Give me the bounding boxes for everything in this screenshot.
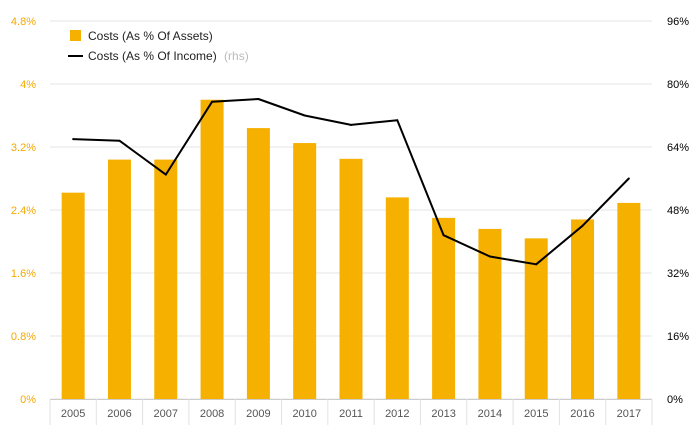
line-point (72, 138, 75, 141)
x-tick-label: 2015 (524, 408, 548, 420)
bar (478, 228, 502, 399)
y-right-tick-label: 16% (667, 331, 689, 343)
x-tick-label: 2013 (431, 408, 455, 420)
bar (154, 159, 178, 399)
line-point (164, 173, 167, 176)
x-tick-label: 2008 (200, 408, 224, 420)
bar (385, 197, 409, 399)
y-right-tick-label: 32% (667, 268, 689, 280)
x-tick-label: 2016 (570, 408, 594, 420)
line-point (257, 97, 260, 100)
x-tick-label: 2007 (154, 408, 178, 420)
line-point (303, 114, 306, 117)
legend-bar-label: Costs (As % Of Assets) (88, 29, 213, 43)
line-point (627, 177, 630, 180)
line-series (72, 97, 630, 266)
legend-line-label: Costs (As % Of Income) (88, 49, 217, 63)
x-tick-label: 2006 (107, 408, 131, 420)
y-left-tick-label: 1.6% (11, 268, 36, 280)
x-tick-label: 2005 (61, 408, 85, 420)
line-point (118, 139, 121, 142)
x-tick-label: 2010 (292, 408, 316, 420)
legend-bar-swatch (70, 30, 81, 41)
y-right-tick-label: 80% (667, 79, 689, 91)
x-tick-label: 2014 (478, 408, 502, 420)
axes: 0% 0.8% 1.6% 2.4% 3.2% 4% 4.8% 0% 16% 32% 48% 64% 80… (11, 16, 689, 425)
y-left-tick-label: 0.8% (11, 331, 36, 343)
bar (339, 158, 363, 399)
bar (432, 217, 456, 399)
y-left-tick-label: 4% (20, 79, 36, 91)
bar (246, 128, 270, 399)
bar (293, 143, 317, 399)
y-right-tick-label: 64% (667, 142, 689, 154)
bar-series (61, 99, 641, 399)
svg-text:Costs (As % Of Income): Costs (As % Of Income) (rhs) (88, 49, 249, 63)
legend: Costs (As % Of Assets) Costs (As % Of In… (68, 29, 249, 63)
line-point (535, 263, 538, 266)
bar (200, 99, 224, 399)
line-point (211, 100, 214, 103)
y-left-tick-label: 3.2% (11, 142, 36, 154)
bar (61, 192, 85, 399)
bar (107, 159, 131, 399)
line-point (581, 224, 584, 227)
y-right-tick-label: 48% (667, 205, 689, 217)
y-left-tick-label: 2.4% (11, 205, 36, 217)
x-tick-label: 2009 (246, 408, 270, 420)
x-tick-label: 2017 (617, 408, 641, 420)
y-left-tick-label: 4.8% (11, 16, 36, 28)
bar (524, 238, 548, 399)
y-right-tick-label: 0% (667, 394, 683, 406)
y-right-tick-label: 96% (667, 16, 689, 28)
line-point (350, 123, 352, 126)
legend-line-suffix: (rhs) (224, 49, 249, 63)
bar (617, 202, 641, 399)
y-left-tick-label: 0% (20, 394, 36, 406)
bar (571, 219, 595, 399)
line-point (442, 234, 445, 237)
x-tick-label: 2011 (339, 408, 363, 420)
x-tick-label: 2012 (385, 408, 409, 420)
line-point (396, 119, 399, 122)
line-point (488, 255, 491, 258)
